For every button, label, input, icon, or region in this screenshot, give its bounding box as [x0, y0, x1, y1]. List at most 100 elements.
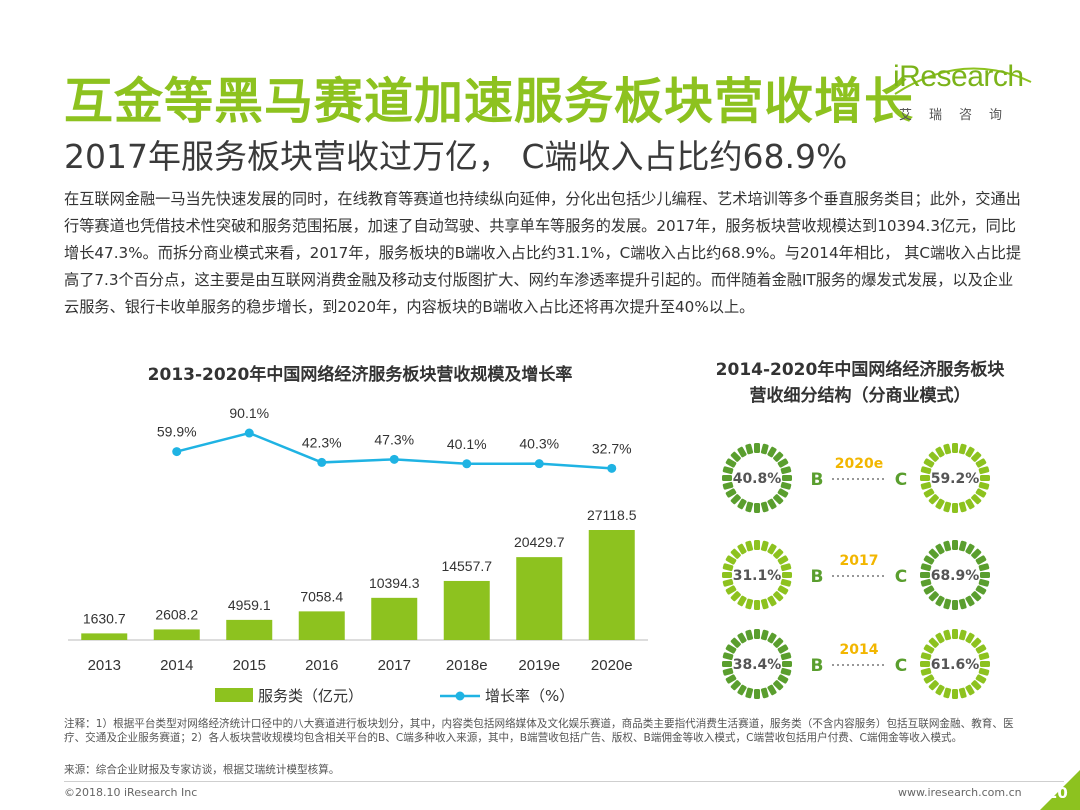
- b-share-2020e: 40.8%: [733, 471, 782, 487]
- bar-2013: [81, 633, 128, 640]
- b-c-structure-chart: 40.8% 59.2% B C 2020e 31.1% 68.9% B C 2017 38.4% 61…: [722, 443, 990, 699]
- b-ring-2014-segment-19: [722, 652, 734, 661]
- legend-line-label: 增长率（%）: [485, 687, 574, 705]
- c-ring-2017-segment-22: [935, 543, 945, 555]
- b-ring-2020e-segment-23: [745, 443, 754, 455]
- growth-label-2019e: 40.3%: [519, 436, 559, 452]
- c-ring-2017-segment-13: [943, 598, 952, 610]
- bar-value-label-2019e: 20429.7: [514, 534, 565, 550]
- b-ring-2017-segment-12: [754, 600, 760, 610]
- b-ring-2020e-segment-7: [780, 481, 792, 490]
- page-subtitle: 2017年服务板块营收过万亿， C端收入占比约68.9%: [64, 137, 848, 176]
- x-tick-label-2020e: 2020e: [591, 657, 633, 674]
- c-ring-2014: [920, 629, 990, 699]
- c-ring-2020e-segment-23: [943, 443, 952, 455]
- c-share-2020e: 59.2%: [931, 471, 980, 487]
- b-ring-2020e-segment-5: [780, 466, 792, 475]
- b-ring-2020e-segment-15: [730, 494, 741, 505]
- c-ring-2014-segment-5: [978, 652, 990, 661]
- c-ring-2020e-segment-2: [965, 446, 975, 458]
- b-ring-2017-segment-11: [760, 598, 769, 610]
- c-ring-2020e-segment-0: [952, 443, 958, 453]
- growth-label-2020e: 32.7%: [592, 440, 632, 456]
- c-ring-2020e-segment-11: [958, 501, 967, 513]
- c-ring-2017-segment-3: [971, 548, 982, 559]
- c-ring-2017-segment-17: [920, 578, 932, 587]
- c-ring-2014-segment-18: [920, 661, 930, 667]
- x-tick-label-2014: 2014: [160, 657, 193, 674]
- b-ring-2020e-segment-2: [767, 446, 777, 458]
- bar-2019e: [516, 557, 563, 640]
- b-ring-2020e-segment-11: [760, 501, 769, 513]
- b-ring-2020e-segment-18: [722, 475, 732, 481]
- b-ring-2014-segment-20: [725, 644, 737, 654]
- c-ring-2017-segment-9: [971, 591, 982, 602]
- c-ring-2014-segment-21: [928, 637, 939, 648]
- b-ring-2014-segment-10: [767, 684, 777, 696]
- b-ring-2014-segment-5: [780, 652, 792, 661]
- c-ring-2017-segment-23: [943, 540, 952, 552]
- c-ring-2014-segment-1: [958, 629, 967, 641]
- c-ring-2014-segment-17: [920, 667, 932, 676]
- c-ring-2017-segment-8: [975, 585, 987, 595]
- legend-line-marker: [455, 691, 465, 701]
- c-ring-2020e-segment-14: [935, 498, 945, 510]
- b-ring-2017-segment-3: [773, 548, 784, 559]
- c-ring-2017-segment-10: [965, 595, 975, 607]
- b-ring-2020e-segment-20: [725, 458, 737, 468]
- growth-label-2016: 42.3%: [302, 434, 342, 450]
- b-ring-2014-segment-18: [722, 661, 732, 667]
- c-label-2017: C: [895, 567, 907, 587]
- b-ring-2017-segment-1: [760, 540, 769, 552]
- c-ring-2017-segment-18: [920, 572, 930, 578]
- c-label-2020e: C: [895, 470, 907, 490]
- c-ring-2017-segment-19: [920, 563, 932, 572]
- b-ring-2017-segment-8: [777, 585, 789, 595]
- bar-value-label-2015: 4959.1: [228, 597, 271, 613]
- logo-arc-graphic: [894, 67, 1032, 95]
- b-ring-2017-segment-16: [725, 585, 737, 595]
- b-ring-2014-segment-6: [782, 661, 792, 667]
- revenue-growth-chart: 1630.7 2013 2608.2 2014 4959.1 2015 7058.4 2016…: [68, 405, 648, 705]
- b-ring-2020e: [722, 443, 792, 513]
- b-ring-2017-segment-19: [722, 563, 734, 572]
- bar-value-label-2013: 1630.7: [83, 610, 126, 626]
- c-ring-2020e-segment-7: [978, 481, 990, 490]
- c-ring-2014-segment-4: [975, 644, 987, 654]
- b-ring-2020e-segment-8: [777, 488, 789, 498]
- growth-label-2014: 59.9%: [157, 424, 197, 440]
- b-label-2020e: B: [811, 470, 824, 490]
- bar-2017: [371, 597, 418, 640]
- c-ring-2014-segment-22: [935, 632, 945, 644]
- b-ring-2017-segment-2: [767, 543, 777, 555]
- x-tick-label-2016: 2016: [305, 657, 338, 674]
- b-ring-2020e-segment-10: [767, 498, 777, 510]
- c-ring-2014-segment-3: [971, 637, 982, 648]
- right-chart-title: 2014-2020年中国网络经济服务板块 营收细分结构（分商业模式）: [680, 357, 1040, 409]
- bar-value-label-2014: 2608.2: [155, 606, 198, 622]
- c-ring-2014-segment-0: [952, 629, 958, 639]
- c-ring-2014-segment-13: [943, 687, 952, 699]
- c-ring-2014-segment-8: [975, 674, 987, 684]
- c-ring-2014-segment-14: [935, 684, 945, 696]
- b-ring-2014-segment-4: [777, 644, 789, 654]
- bar-2016: [298, 611, 345, 640]
- c-ring-2020e-segment-18: [920, 475, 930, 481]
- b-ring-2020e-segment-17: [722, 481, 734, 490]
- x-tick-label-2015: 2015: [233, 657, 266, 674]
- c-ring-2020e-segment-6: [980, 475, 990, 481]
- body-paragraph: 在互联网金融一马当先快速发展的同时，在线教育等赛道也持续纵向延伸，分化出包括少儿…: [64, 190, 1022, 316]
- b-ring-2017-segment-7: [780, 578, 792, 587]
- b-ring-2017: [722, 540, 792, 610]
- c-ring-2014-segment-2: [965, 632, 975, 644]
- c-ring-2017-segment-1: [958, 540, 967, 552]
- bar-value-label-2016: 7058.4: [300, 588, 343, 604]
- c-ring-2020e-segment-21: [928, 451, 939, 462]
- c-ring-2014-segment-19: [920, 652, 932, 661]
- legend-bar-swatch: [215, 688, 253, 702]
- page-number: 20: [1047, 784, 1068, 802]
- c-share-2014: 61.6%: [931, 657, 980, 673]
- c-ring-2017-segment-16: [923, 585, 935, 595]
- c-ring-2014-segment-15: [928, 680, 939, 691]
- c-ring-2017-segment-11: [958, 598, 967, 610]
